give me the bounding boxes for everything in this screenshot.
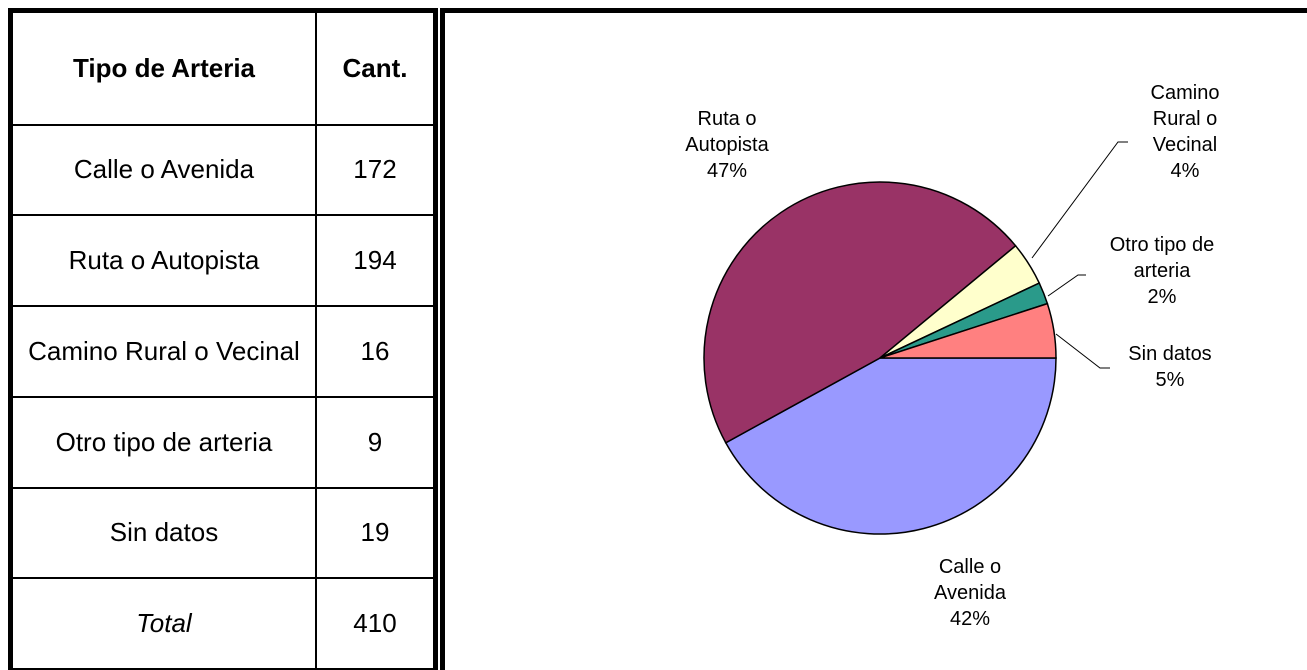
table-cell: 9	[315, 395, 438, 489]
pie-slice	[724, 357, 1057, 535]
leader-line	[1031, 141, 1128, 259]
table-cell: Sin datos	[8, 486, 317, 580]
header-cell: Cant.	[315, 8, 438, 126]
data-label: Camino Rural o Vecinal 4%	[1135, 80, 1235, 184]
table-cell: 16	[315, 305, 438, 398]
category-label: Sin datos	[1128, 343, 1212, 365]
category-label: Ruta o Autopista	[685, 108, 769, 156]
percent-label: 47%	[706, 160, 748, 182]
table-row: Total 410	[8, 577, 438, 670]
percent-label: 5%	[1155, 369, 1185, 391]
table-cell: 194	[315, 214, 438, 307]
table-cell: 172	[315, 123, 438, 217]
category-label: Calle o Avenida	[934, 556, 1006, 604]
table-cell: 410	[315, 577, 438, 670]
table-cell: Ruta o Autopista	[8, 214, 317, 307]
header-row: Tipo de Arteria Cant.	[8, 8, 438, 126]
pie-slice	[879, 302, 1057, 359]
table-cell: 19	[315, 486, 438, 580]
table-cell: Otro tipo de arteria	[8, 395, 317, 489]
table-row: Sin datos 19	[8, 486, 438, 580]
data-label: Calle o Avenida 42%	[905, 554, 1035, 632]
category-label: Camino Rural o Vecinal	[1150, 82, 1220, 156]
table-row: Calle o Avenida 172	[8, 123, 438, 217]
table-row: Camino Rural o Vecinal 16	[8, 305, 438, 398]
percent-label: 4%	[1170, 160, 1200, 182]
header-cell: Tipo de Arteria	[8, 8, 317, 126]
table-cell: Calle o Avenida	[8, 123, 317, 217]
table-cell: Total	[8, 577, 317, 670]
chart-area	[440, 8, 1307, 670]
table-row: Ruta o Autopista 194	[8, 214, 438, 307]
data-table: Tipo de Arteria Cant. Calle o Avenida 172 Ru…	[8, 8, 438, 670]
data-label: Sin datos 5%	[1105, 341, 1235, 393]
leader-line	[1047, 274, 1086, 297]
table-row: Otro tipo de arteria 9	[8, 395, 438, 489]
pie-slice	[703, 181, 1017, 444]
table-cell: Camino Rural o Vecinal	[8, 305, 317, 398]
leader-line	[1055, 333, 1110, 369]
percent-label: 42%	[949, 608, 991, 630]
data-label: Ruta o Autopista 47%	[662, 106, 792, 184]
percent-label: 2%	[1147, 286, 1177, 308]
data-label: Otro tipo de arteria 2%	[1097, 232, 1227, 310]
category-label: Otro tipo de arteria	[1109, 234, 1215, 282]
